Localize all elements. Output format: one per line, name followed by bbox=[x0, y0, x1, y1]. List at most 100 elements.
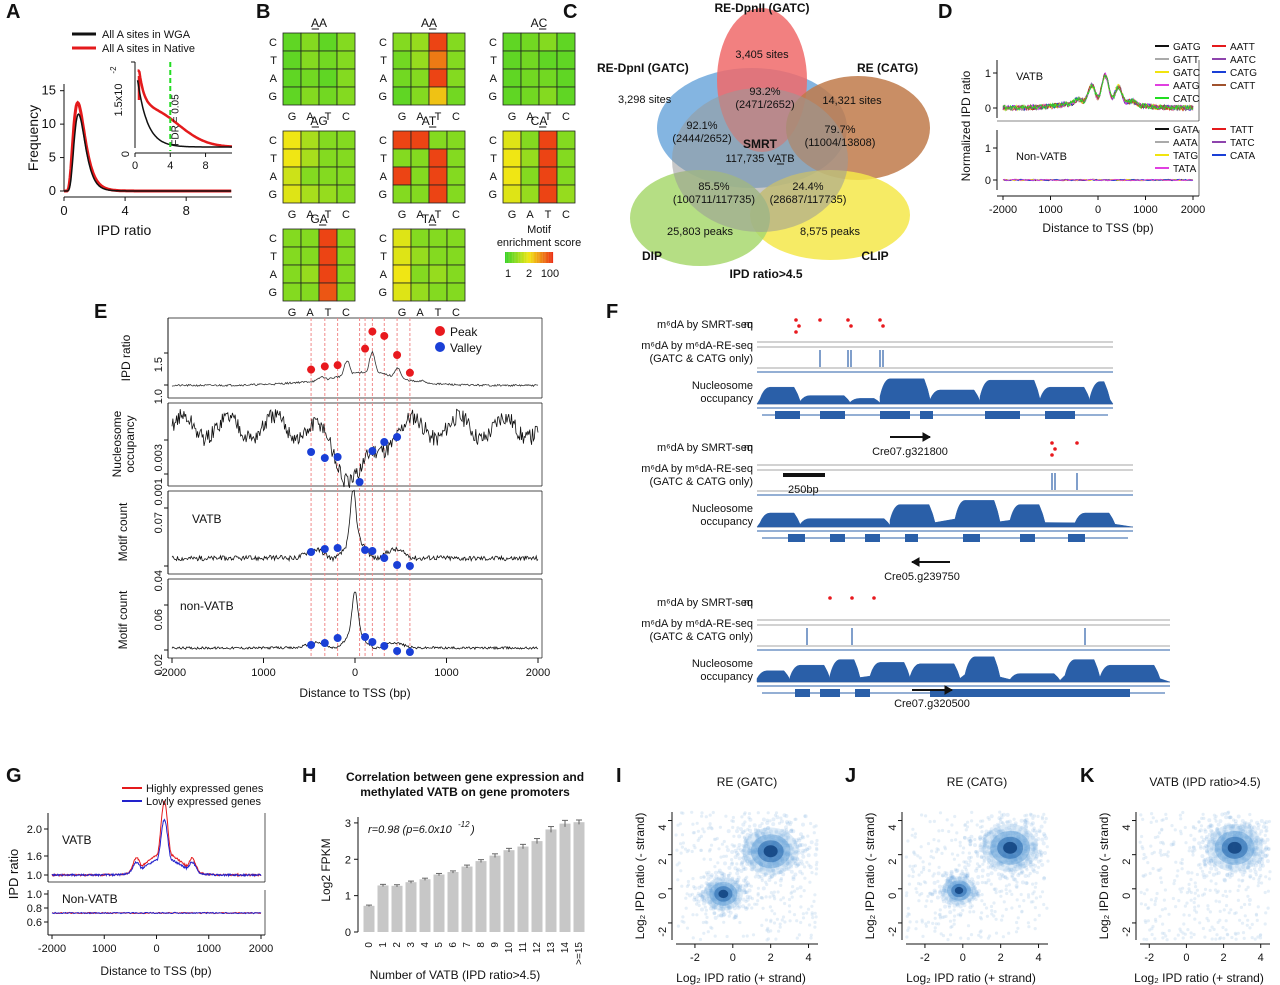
heatmap-cell bbox=[502, 32, 522, 52]
scatter-point bbox=[724, 814, 728, 818]
scatter-point bbox=[933, 929, 937, 933]
scatter-point bbox=[681, 841, 686, 845]
row-label: C bbox=[379, 37, 387, 49]
scatter-point bbox=[745, 894, 750, 899]
scatter-point bbox=[784, 866, 789, 870]
scatter-point bbox=[754, 847, 758, 851]
scatter-point bbox=[954, 869, 959, 873]
scatter-point bbox=[1208, 824, 1213, 829]
scatter-point bbox=[713, 905, 718, 910]
scatter-point bbox=[717, 881, 722, 886]
scatter-point bbox=[910, 867, 914, 871]
legend-gradient bbox=[523, 252, 525, 263]
scatter-point bbox=[1002, 900, 1006, 904]
scatter-point bbox=[754, 850, 759, 855]
x-tick-label: -2 bbox=[1144, 952, 1154, 964]
scatter-point bbox=[788, 843, 793, 848]
scatter-point bbox=[1264, 820, 1269, 825]
scatter-point bbox=[779, 898, 783, 902]
scatter-point bbox=[810, 871, 814, 875]
scatter-point bbox=[772, 895, 776, 899]
scatter-point bbox=[745, 934, 749, 938]
legend-label: TATA bbox=[1173, 164, 1197, 175]
scatter-point bbox=[714, 882, 719, 887]
scatter-point bbox=[1146, 861, 1150, 865]
scatter-point bbox=[772, 921, 777, 925]
bar bbox=[531, 841, 543, 932]
scatter-point bbox=[806, 847, 810, 851]
scatter-point bbox=[975, 862, 980, 866]
correlation-annotation-sup: -12 bbox=[458, 820, 470, 829]
scatter-point bbox=[813, 925, 817, 929]
scatter-point bbox=[1016, 926, 1020, 930]
scatter-point bbox=[784, 814, 789, 818]
scatter-point bbox=[753, 856, 758, 861]
smrt-label-prefix: m bbox=[744, 442, 753, 454]
scatter-point bbox=[798, 885, 803, 890]
scatter-point bbox=[1208, 910, 1212, 914]
peak-marker bbox=[320, 362, 329, 371]
series-low bbox=[51, 818, 262, 878]
scatter-point bbox=[763, 827, 768, 832]
scatter-point bbox=[764, 836, 769, 841]
scatter-point bbox=[734, 881, 739, 885]
scatter-point bbox=[762, 827, 767, 832]
scatter-point bbox=[723, 906, 727, 910]
scatter-point bbox=[768, 870, 772, 874]
scatter-point bbox=[949, 869, 954, 874]
col-label: T bbox=[325, 209, 332, 221]
legend-label: Highly expressed genes bbox=[146, 783, 264, 795]
scatter-point bbox=[795, 845, 800, 850]
scatter-point bbox=[1159, 848, 1163, 852]
scatter-point bbox=[782, 845, 787, 850]
scatter-point bbox=[952, 857, 957, 861]
scatter-point bbox=[700, 907, 704, 912]
y-tick-label: -2 bbox=[887, 927, 899, 937]
smrt-label-prefix: m bbox=[744, 319, 753, 331]
scatter-point bbox=[779, 819, 784, 824]
center-subtitle: 117,735 VATB bbox=[725, 153, 794, 165]
scatter-point bbox=[801, 848, 806, 853]
scatter-point bbox=[793, 861, 798, 866]
scatter-point bbox=[1180, 858, 1184, 862]
scatter-point bbox=[1004, 888, 1008, 892]
scatter-point bbox=[1033, 906, 1037, 910]
scatter-point bbox=[1224, 815, 1229, 820]
scatter-point bbox=[766, 937, 771, 941]
scatter-point bbox=[1203, 863, 1208, 868]
peak-marker bbox=[333, 361, 342, 370]
row-label: C bbox=[269, 37, 277, 49]
heatmap-cell bbox=[538, 68, 558, 88]
scatter-point bbox=[1179, 890, 1183, 894]
scatter-point bbox=[761, 832, 766, 837]
scatter-point bbox=[921, 860, 925, 864]
scatter-point bbox=[745, 832, 750, 837]
bar bbox=[545, 829, 557, 932]
scatter-point bbox=[789, 857, 794, 862]
scatter-point bbox=[814, 842, 819, 847]
scatter-point bbox=[751, 848, 755, 853]
heatmap-cell bbox=[282, 68, 302, 88]
scatter-point bbox=[715, 881, 720, 886]
scatter-point bbox=[731, 819, 736, 824]
legend-label: AATA bbox=[1173, 138, 1198, 149]
x-tick-label: 1000 bbox=[197, 943, 221, 955]
scatter-point bbox=[1223, 889, 1228, 894]
heatmap-cell bbox=[428, 68, 448, 88]
scatter-point bbox=[696, 838, 700, 843]
scatter-point bbox=[805, 911, 809, 915]
scatter-point bbox=[750, 867, 755, 872]
scatter-point bbox=[980, 868, 985, 873]
scatter-point bbox=[1139, 890, 1143, 895]
row-label: A bbox=[490, 73, 498, 85]
scatter-point bbox=[692, 885, 696, 889]
scatter-point bbox=[794, 838, 799, 843]
scatter-point bbox=[727, 914, 731, 918]
scatter-point bbox=[692, 831, 696, 835]
scatter-point bbox=[1010, 906, 1014, 910]
scatter-point bbox=[790, 856, 795, 861]
scatter-point bbox=[779, 834, 784, 839]
scatter-point bbox=[735, 853, 739, 857]
row-label: G bbox=[378, 189, 387, 201]
